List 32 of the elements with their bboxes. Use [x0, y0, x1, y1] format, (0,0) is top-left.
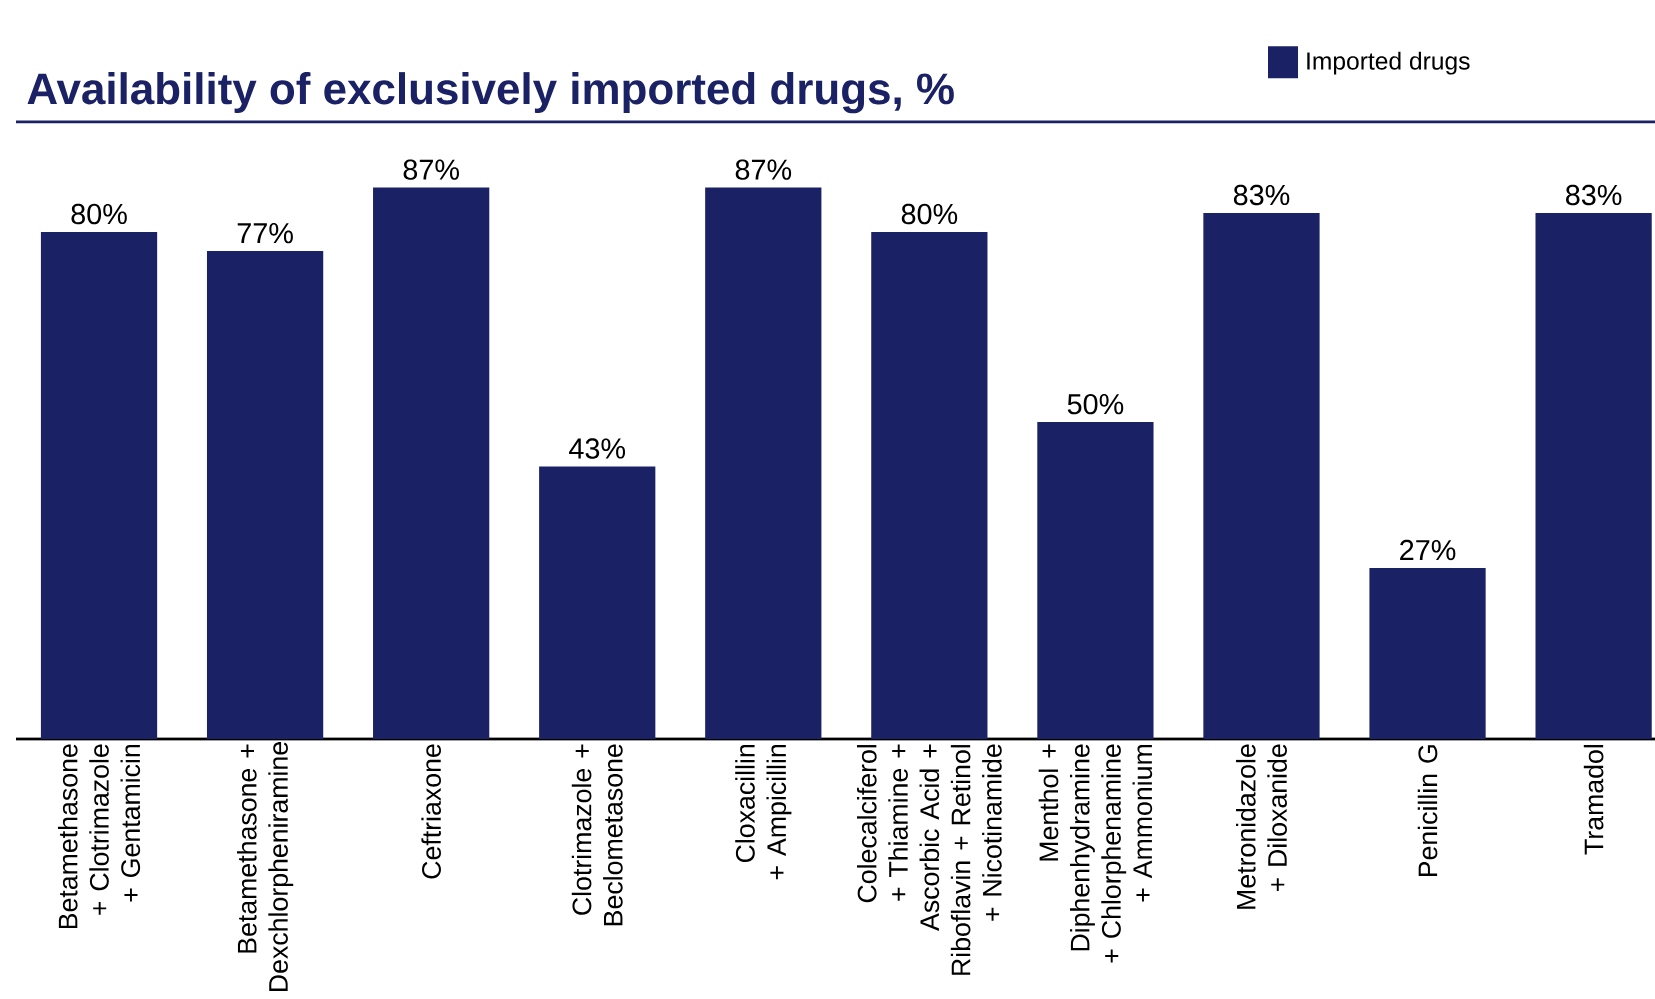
x-tick-label: Betamethasone + Dexchlorpheniramine	[237, 742, 294, 992]
x-tick-label: Cloxacillin + Ampicillin	[735, 744, 792, 880]
bar	[206, 250, 324, 739]
data-label: 27%	[1400, 539, 1456, 561]
bar	[539, 466, 656, 739]
bar	[40, 231, 158, 739]
bar	[871, 231, 988, 739]
legend-label: Imported drugs	[1307, 51, 1470, 75]
data-label: 83%	[1233, 184, 1290, 206]
data-label: 50%	[1067, 393, 1124, 415]
data-label: 77%	[237, 223, 293, 244]
x-tick-label: Colecalciferol + Thiamine + Ascorbic Acid + Riboflavin + Retinol + Nicotinamide	[856, 744, 1002, 975]
bar	[705, 187, 822, 739]
bar	[1369, 567, 1486, 739]
data-label: 87%	[403, 159, 459, 180]
chart-title: Availability of exclusively imported drugs, %	[27, 72, 954, 114]
x-tick-label: Menthol + Diphenhydramine + Chlorphenamine + Ammonium	[1038, 744, 1153, 963]
data-label: 87%	[735, 159, 792, 180]
x-tick-label: Penicillin G	[1417, 745, 1438, 877]
bar	[1203, 212, 1320, 739]
bar	[1037, 422, 1154, 739]
data-label: 80%	[901, 203, 958, 225]
x-tick-label: Metronidazole + Diloxanide	[1236, 744, 1287, 909]
x-tick-label: Tramadol	[1583, 745, 1604, 855]
bar	[373, 187, 490, 739]
x-tick-label: Ceftriaxone	[421, 744, 441, 879]
data-label: 43%	[569, 438, 626, 459]
data-label: 83%	[1566, 184, 1622, 206]
x-tick-label: Betamethasone + Clotrimazole + Gentamicin	[57, 744, 141, 929]
bar	[1535, 212, 1652, 739]
x-tick-label: Clotrimazole + Beclometasone	[571, 744, 623, 926]
data-label: 80%	[71, 203, 127, 225]
